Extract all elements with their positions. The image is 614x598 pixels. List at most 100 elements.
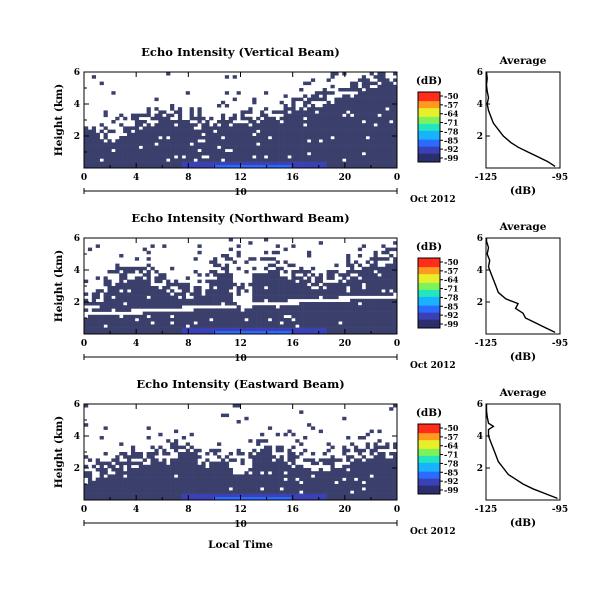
heatmap-cell <box>173 445 179 450</box>
heatmap-cell <box>228 314 233 319</box>
heatmap-cell <box>310 471 316 475</box>
heatmap-cell <box>381 148 386 153</box>
heatmap-cell <box>283 270 288 274</box>
heatmap-cell <box>295 142 300 146</box>
heatmap-cell <box>299 477 304 482</box>
heatmap-cell <box>291 458 296 462</box>
heatmap-cell <box>228 477 233 482</box>
heatmap-cell <box>154 452 159 456</box>
heatmap-cell <box>162 152 167 156</box>
heatmap-cell <box>181 474 187 478</box>
heatmap-cell <box>353 152 359 156</box>
heatmap-cell <box>228 324 233 328</box>
heatmap-cell <box>146 426 151 430</box>
heatmap-cell <box>303 480 308 485</box>
heatmap-cell <box>322 289 327 293</box>
heatmap-cell <box>326 164 331 169</box>
heatmap-cell <box>181 321 187 325</box>
heatmap-cell <box>170 126 175 130</box>
heatmap-cell <box>385 273 390 277</box>
heatmap-cell <box>287 308 292 312</box>
colorbar-segment <box>418 107 440 110</box>
heatmap-cell <box>283 327 288 332</box>
panel-2: Echo Intensity (Northward Beam)Height (k… <box>53 211 568 371</box>
heatmap-cell <box>205 311 210 316</box>
heatmap-cell <box>127 480 132 485</box>
heatmap-cell <box>224 321 230 325</box>
heatmap-cell <box>115 314 120 319</box>
heatmap-cell <box>256 474 261 478</box>
heatmap-cell <box>162 276 167 280</box>
heatmap-cell <box>103 308 108 312</box>
heatmap-cell <box>181 445 187 450</box>
heatmap-cell <box>287 292 292 296</box>
heatmap-cell <box>330 321 335 325</box>
heatmap-cell <box>385 247 390 252</box>
heatmap-cell <box>224 254 230 258</box>
heatmap-cell <box>271 468 277 472</box>
heatmap-cell <box>279 129 284 134</box>
heatmap-cell <box>146 139 151 143</box>
heatmap-cell <box>369 321 374 325</box>
heatmap-cell <box>154 330 159 335</box>
heatmap-cell <box>310 461 316 466</box>
heatmap-cell <box>185 129 190 134</box>
heatmap-cell <box>220 292 226 296</box>
heatmap-cell <box>279 158 284 162</box>
heatmap-cell <box>334 468 339 472</box>
heatmap-cell <box>170 324 175 328</box>
heatmap-cell <box>307 129 312 134</box>
heatmap-cell <box>252 289 257 293</box>
heatmap-cell <box>252 468 257 472</box>
heatmap-cell <box>220 474 226 478</box>
heatmap-cell <box>138 155 143 159</box>
heatmap-cell <box>279 155 284 159</box>
heatmap-cell <box>197 110 202 114</box>
heatmap-cell <box>314 145 320 150</box>
heatmap-cell <box>385 78 390 82</box>
heatmap-cell <box>189 107 194 111</box>
heatmap-cell <box>111 161 116 166</box>
heatmap-cell <box>350 84 355 89</box>
heatmap-cell <box>205 484 210 488</box>
heatmap-cell <box>369 123 374 127</box>
heatmap-cell <box>252 97 257 102</box>
heatmap-cell <box>103 461 108 466</box>
heatmap-cell <box>173 136 179 140</box>
heatmap-cell <box>146 270 151 274</box>
heatmap-cell <box>130 471 136 475</box>
heatmap-cell <box>361 330 366 335</box>
heatmap-cell <box>279 276 284 280</box>
heatmap-cell <box>154 107 159 111</box>
heatmap-cell <box>213 490 218 494</box>
heatmap-cell <box>220 295 226 300</box>
heatmap-cell <box>150 136 155 140</box>
heatmap-cell <box>248 164 253 169</box>
colorbar-segment <box>418 125 440 128</box>
heatmap-cell <box>256 292 261 296</box>
heatmap-cell <box>146 484 151 488</box>
heatmap-cell <box>158 471 163 475</box>
heatmap-cell <box>299 442 304 446</box>
heatmap-cell <box>346 471 351 475</box>
heatmap-cell <box>228 496 233 501</box>
heatmap-cell <box>224 493 230 498</box>
heatmap-cell <box>361 302 366 306</box>
heatmap-cell <box>365 461 370 466</box>
heatmap-cell <box>201 330 206 335</box>
heatmap-cell <box>393 455 398 459</box>
heatmap-cell <box>232 116 237 121</box>
heatmap-cell <box>103 477 108 482</box>
heatmap-cell <box>217 471 222 475</box>
heatmap-cell <box>228 139 233 143</box>
heatmap-cell <box>342 292 347 296</box>
heatmap-cell <box>310 318 316 322</box>
colorbar-segment <box>418 270 440 273</box>
heatmap-cell <box>228 330 233 335</box>
heatmap-cell <box>303 324 308 328</box>
heatmap-cell <box>369 318 374 322</box>
heatmap-cell <box>150 490 155 494</box>
colorbar-segment <box>418 293 440 296</box>
colorbar-segment <box>418 282 440 285</box>
heatmap-cell <box>197 318 202 322</box>
